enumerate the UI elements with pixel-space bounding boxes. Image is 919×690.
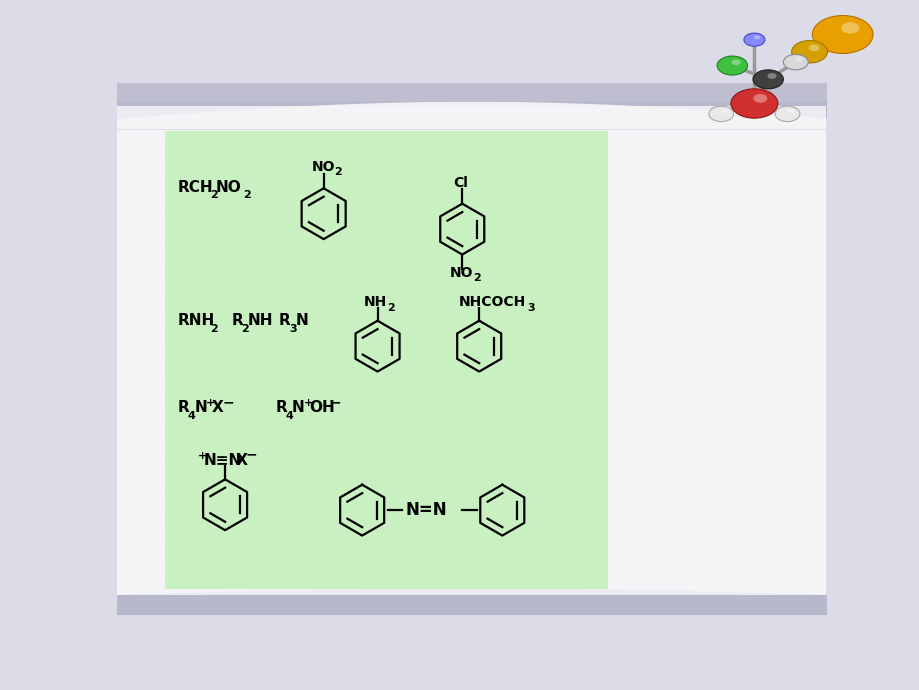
Text: 4: 4 <box>187 411 195 420</box>
Text: 2: 2 <box>241 324 249 333</box>
Circle shape <box>753 70 783 89</box>
Text: +: + <box>198 451 207 460</box>
Circle shape <box>731 59 740 65</box>
Circle shape <box>709 106 733 121</box>
Circle shape <box>753 94 766 103</box>
Text: RCH: RCH <box>177 180 213 195</box>
Text: N: N <box>194 400 207 415</box>
Circle shape <box>774 106 800 121</box>
Circle shape <box>730 89 777 118</box>
Circle shape <box>811 15 872 54</box>
Circle shape <box>753 35 759 39</box>
Circle shape <box>766 73 776 79</box>
Text: RNH: RNH <box>177 313 214 328</box>
Text: NO: NO <box>216 180 242 195</box>
Text: NO: NO <box>449 266 473 280</box>
Circle shape <box>840 22 858 34</box>
Text: NH: NH <box>247 313 273 328</box>
Text: −: − <box>222 395 234 409</box>
Text: NHCOCH: NHCOCH <box>459 295 526 309</box>
Text: 2: 2 <box>210 190 217 200</box>
Circle shape <box>783 55 808 70</box>
Text: 2: 2 <box>210 324 217 333</box>
Circle shape <box>794 57 801 61</box>
Text: +: + <box>206 398 215 408</box>
Circle shape <box>720 109 727 113</box>
Circle shape <box>717 56 746 75</box>
Text: 2: 2 <box>472 273 481 284</box>
Text: 3: 3 <box>289 324 296 333</box>
Text: 3: 3 <box>527 303 534 313</box>
Text: R: R <box>275 400 287 415</box>
Text: Cl: Cl <box>452 176 468 190</box>
Text: N=N: N=N <box>405 501 447 519</box>
Text: −: − <box>245 448 257 462</box>
Circle shape <box>790 41 827 63</box>
Text: 2: 2 <box>386 303 394 313</box>
Text: +: + <box>303 398 312 408</box>
Text: 4: 4 <box>285 411 293 420</box>
Bar <box>165 131 607 589</box>
Text: NO: NO <box>311 159 335 174</box>
Text: N≡N: N≡N <box>203 453 242 468</box>
Circle shape <box>786 109 793 113</box>
Text: 2: 2 <box>335 167 342 177</box>
Text: R: R <box>278 313 290 328</box>
Circle shape <box>808 44 819 51</box>
Text: X: X <box>211 400 222 415</box>
Text: N: N <box>295 313 308 328</box>
Text: N: N <box>291 400 304 415</box>
Text: R: R <box>177 400 189 415</box>
Text: OH: OH <box>309 400 335 415</box>
Text: R: R <box>231 313 243 328</box>
Text: X: X <box>231 453 248 468</box>
Text: −: − <box>329 395 341 409</box>
Text: 2: 2 <box>243 190 250 200</box>
Text: NH: NH <box>363 295 387 309</box>
Circle shape <box>743 33 764 46</box>
